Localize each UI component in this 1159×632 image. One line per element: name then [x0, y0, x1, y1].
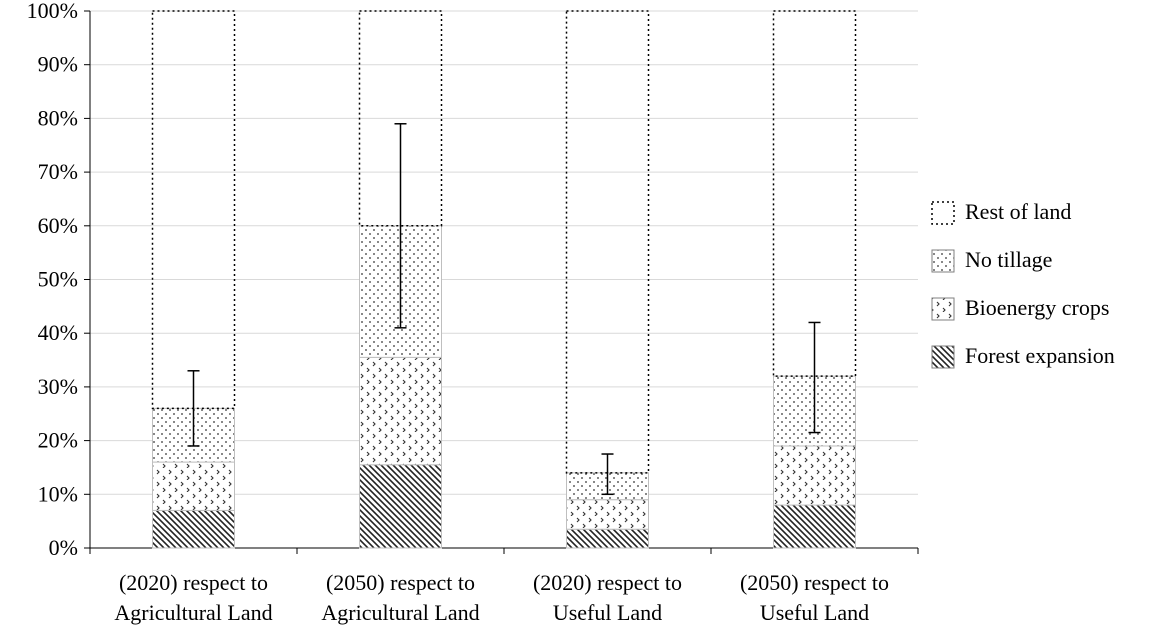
- y-tick-label: 100%: [27, 0, 78, 23]
- bar-rest-of-land: [358, 10, 443, 227]
- y-tick-label: 40%: [38, 320, 78, 345]
- x-tick-label-line: Agricultural Land: [114, 600, 272, 625]
- x-tick-label-line: Useful Land: [760, 600, 869, 625]
- y-tick-label: 30%: [38, 374, 78, 399]
- y-tick-label: 0%: [49, 535, 78, 560]
- bar-bioenergy-crops: [359, 356, 442, 466]
- y-tick-label: 50%: [38, 267, 78, 292]
- x-tick-label-line: (2020) respect to: [119, 570, 268, 595]
- bar-forest-expansion: [773, 504, 856, 549]
- y-tick-label: 80%: [38, 105, 78, 130]
- x-tick-label-line: (2020) respect to: [533, 570, 682, 595]
- bar-forest-expansion: [152, 509, 235, 549]
- legend-label-forest-expansion: Forest expansion: [965, 343, 1115, 368]
- x-tick-label-line: (2050) respect to: [326, 570, 475, 595]
- x-tick-label: (2050) respect to Useful Land: [740, 570, 889, 625]
- x-tick-label: (2020) respect to Agricultural Land: [114, 570, 272, 625]
- x-tick-label: (2050) respect to Agricultural Land: [321, 570, 479, 625]
- legend-swatch-bioenergy-crops: [931, 297, 955, 321]
- y-tick-label: 60%: [38, 213, 78, 238]
- x-tick-label-line: Useful Land: [553, 600, 662, 625]
- bar-bioenergy-crops: [152, 461, 235, 511]
- x-tick-label: (2020) respect to Useful Land: [533, 570, 682, 625]
- bar-rest-of-land: [151, 10, 236, 410]
- x-tick-label-line: Agricultural Land: [321, 600, 479, 625]
- bar-forest-expansion: [566, 528, 649, 549]
- y-tick-label: 90%: [38, 52, 78, 77]
- legend-label-no-tillage: No tillage: [965, 247, 1052, 272]
- bar-bioenergy-crops: [773, 445, 856, 506]
- bar-forest-expansion: [359, 464, 442, 549]
- bar-rest-of-land: [565, 10, 650, 474]
- legend-swatch-rest-of-land: [931, 201, 955, 225]
- y-tick-label: 70%: [38, 159, 78, 184]
- bar-bioenergy-crops: [566, 499, 649, 530]
- legend-swatch-no-tillage: [931, 249, 955, 273]
- x-tick-label-line: (2050) respect to: [740, 570, 889, 595]
- legend-swatch-forest-expansion: [931, 345, 955, 369]
- y-tick-label: 10%: [38, 481, 78, 506]
- legend-label-bioenergy-crops: Bioenergy crops: [965, 295, 1109, 320]
- bar-rest-of-land: [772, 10, 857, 377]
- legend-label-rest-of-land: Rest of land: [965, 199, 1071, 224]
- y-tick-label: 20%: [38, 428, 78, 453]
